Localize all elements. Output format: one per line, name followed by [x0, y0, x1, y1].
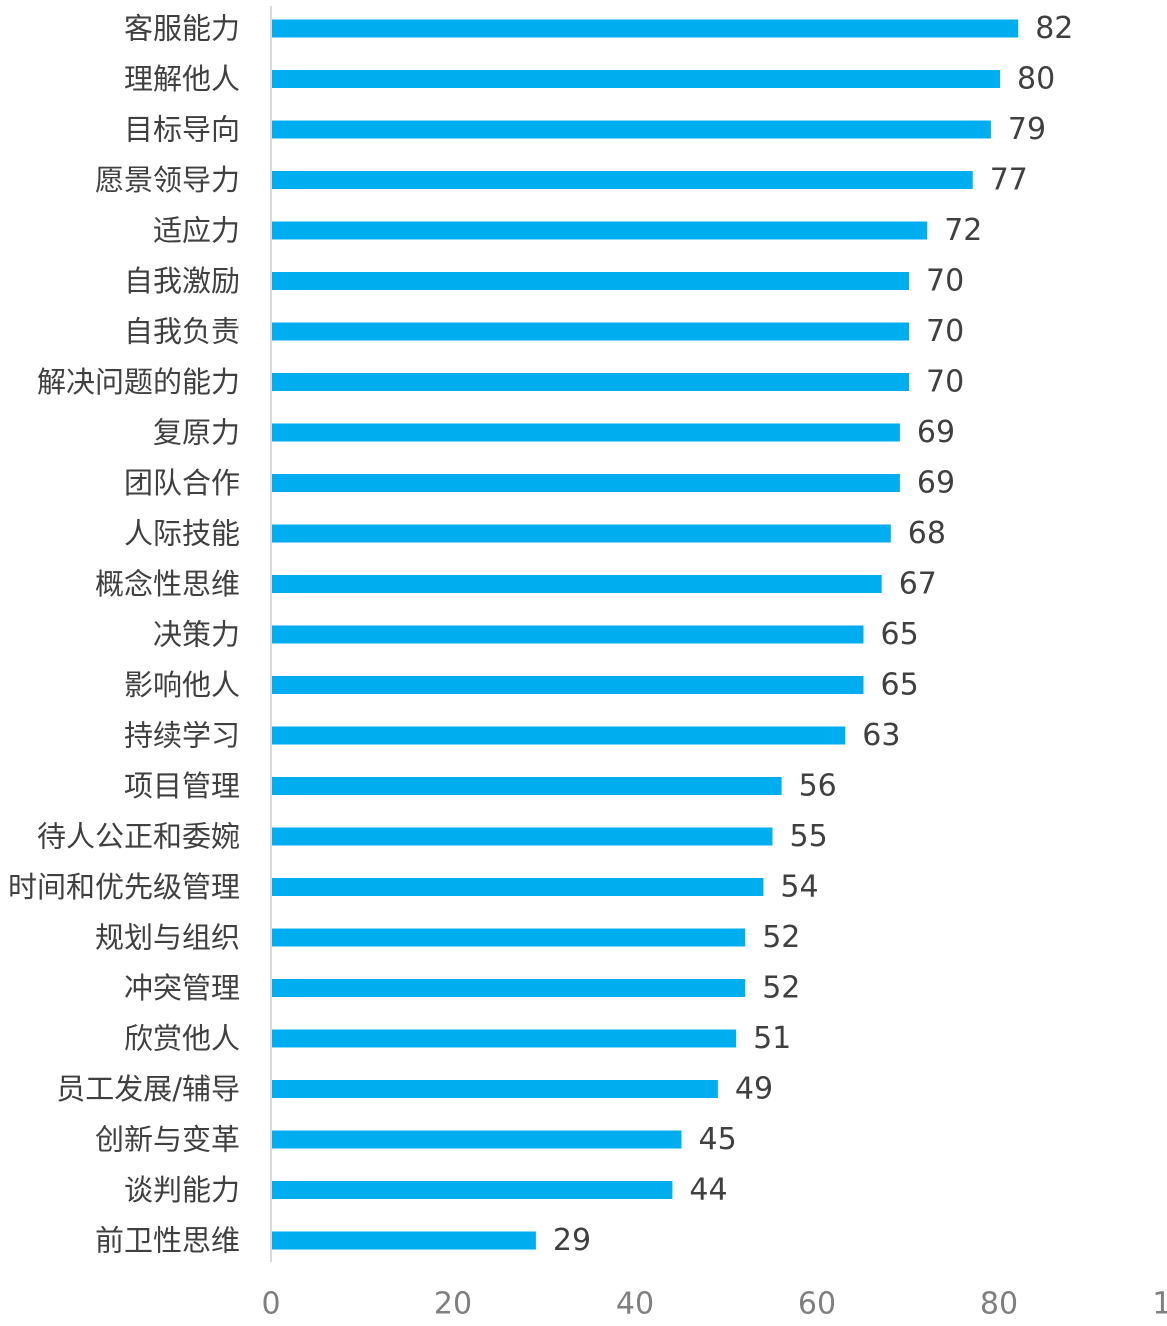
x-tick-label: 40 — [616, 1287, 654, 1322]
category-label: 欣赏他人 — [124, 1022, 240, 1056]
value-label: 68 — [908, 516, 946, 551]
bar — [272, 575, 882, 593]
x-tick-label: 60 — [798, 1287, 836, 1322]
value-label: 51 — [753, 1021, 791, 1056]
bar — [272, 676, 864, 694]
bar — [272, 827, 773, 846]
value-label: 63 — [862, 718, 900, 753]
x-tick-label: 0 — [261, 1287, 280, 1322]
bar — [272, 272, 909, 290]
value-label: 54 — [780, 870, 818, 905]
bar — [272, 979, 746, 997]
value-label: 79 — [1008, 112, 1046, 147]
value-label: 80 — [1017, 62, 1055, 97]
category-label: 自我激励 — [124, 264, 240, 298]
value-label: 69 — [917, 415, 955, 450]
category-label: 适应力 — [153, 214, 240, 248]
category-labels: 客服能力理解他人目标导向愿景领导力适应力自我激励自我负责解决问题的能力复原力团队… — [8, 12, 240, 1258]
category-label: 冲突管理 — [124, 971, 240, 1005]
bar — [272, 928, 746, 947]
bar — [272, 524, 891, 543]
category-label: 解决问题的能力 — [37, 365, 240, 399]
category-label: 持续学习 — [124, 719, 240, 753]
bar — [272, 1029, 737, 1048]
value-label: 70 — [926, 365, 964, 400]
x-tick-label: 80 — [980, 1287, 1018, 1322]
value-label: 65 — [881, 668, 919, 703]
category-label: 愿景领导力 — [95, 163, 240, 197]
value-label: 55 — [790, 819, 828, 854]
bar — [272, 1080, 718, 1098]
bar — [272, 726, 846, 745]
value-label: 77 — [990, 163, 1028, 198]
bar — [272, 777, 782, 795]
category-label: 谈判能力 — [124, 1173, 240, 1207]
category-label: 自我负责 — [124, 315, 240, 349]
bar — [272, 878, 764, 896]
category-label: 目标导向 — [124, 113, 240, 147]
category-label: 理解他人 — [124, 62, 240, 96]
value-label: 70 — [926, 314, 964, 349]
bar — [272, 1181, 673, 1199]
category-label: 复原力 — [153, 416, 240, 450]
bars-group — [272, 19, 1019, 1250]
bar — [272, 625, 864, 644]
category-label: 团队合作 — [124, 466, 240, 500]
bar — [272, 322, 909, 341]
value-label: 82 — [1035, 11, 1073, 46]
x-axis-ticks: 0 20 40 60 80 100 — [261, 1287, 1167, 1322]
bar — [272, 474, 900, 492]
category-label: 决策力 — [153, 618, 240, 652]
bar — [272, 120, 991, 139]
category-label: 员工发展/辅导 — [56, 1072, 240, 1106]
category-label: 时间和优先级管理 — [8, 870, 240, 904]
bar — [272, 171, 973, 189]
value-label: 49 — [735, 1072, 773, 1107]
bar — [272, 423, 900, 442]
bar — [272, 70, 1000, 88]
bar — [272, 1231, 536, 1250]
x-tick-label: 20 — [434, 1287, 472, 1322]
category-label: 影响他人 — [124, 668, 240, 702]
value-label: 70 — [926, 264, 964, 299]
category-label: 人际技能 — [124, 517, 240, 551]
value-label: 56 — [799, 769, 837, 804]
value-label: 29 — [553, 1223, 591, 1258]
value-label: 52 — [762, 971, 800, 1006]
category-label: 创新与变革 — [95, 1123, 240, 1157]
value-label: 65 — [881, 617, 919, 652]
bar — [272, 373, 909, 391]
bar — [272, 1130, 682, 1149]
category-label: 待人公正和委婉 — [37, 820, 240, 854]
category-label: 项目管理 — [124, 769, 240, 803]
category-label: 客服能力 — [124, 12, 240, 46]
value-label: 44 — [689, 1173, 727, 1208]
x-tick-label: 100 — [1152, 1287, 1167, 1322]
value-label: 72 — [944, 213, 982, 248]
value-label: 45 — [699, 1122, 737, 1157]
bar — [272, 221, 928, 240]
category-label: 前卫性思维 — [95, 1224, 240, 1258]
category-label: 概念性思维 — [95, 567, 240, 601]
value-label: 52 — [762, 920, 800, 955]
bar — [272, 19, 1019, 38]
value-label: 69 — [917, 466, 955, 501]
category-label: 规划与组织 — [95, 921, 240, 955]
value-label: 67 — [899, 567, 937, 602]
